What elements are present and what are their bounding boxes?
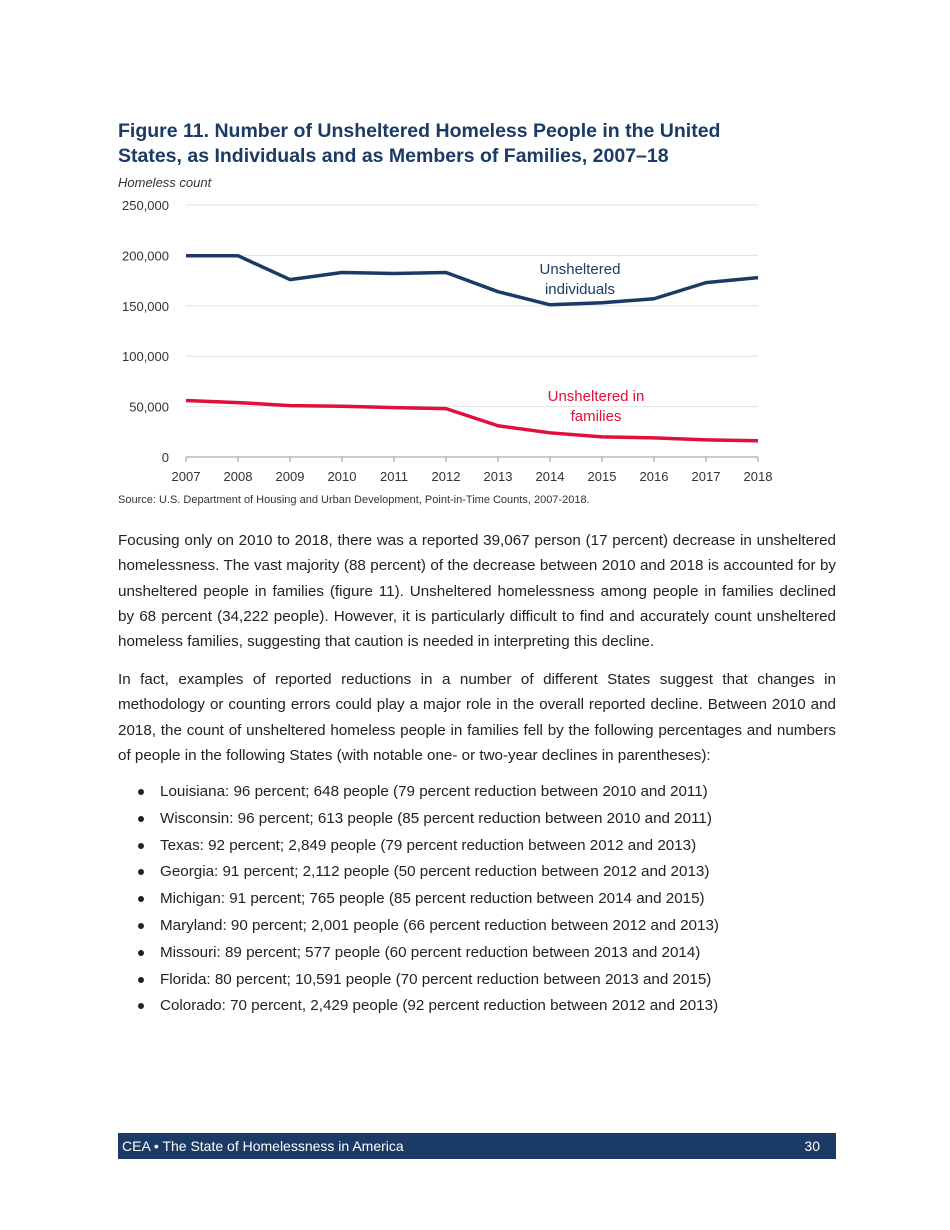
y-tick-label: 0	[162, 450, 169, 465]
list-item: Texas: 92 percent; 2,849 people (79 perc…	[118, 833, 836, 858]
page-footer: CEA • The State of Homelessness in Ameri…	[118, 1133, 836, 1159]
y-tick-label: 50,000	[129, 400, 169, 415]
bullet-icon	[138, 922, 144, 929]
bullet-icon	[138, 949, 144, 956]
list-item-text: Texas: 92 percent; 2,849 people (79 perc…	[160, 836, 697, 854]
bullet-icon	[138, 896, 144, 903]
line-chart: 0 50,000 100,000 150,000 200,000 250,000 2007 2…	[122, 198, 773, 484]
bullet-icon	[138, 1003, 144, 1010]
list-item: Missouri: 89 percent; 577 people (60 per…	[118, 940, 836, 965]
series-label: families	[571, 408, 622, 425]
x-tick-label: 2014	[536, 469, 565, 484]
x-tick-label: 2015	[588, 469, 617, 484]
y-tick-label: 200,000	[122, 248, 169, 263]
page-number: 30	[804, 1138, 820, 1154]
series-label: individuals	[545, 281, 615, 298]
paragraph-2: In fact, examples of reported reductions…	[118, 671, 836, 764]
list-item-text: Wisconsin: 96 percent; 613 people (85 pe…	[160, 809, 712, 827]
list-item: Florida: 80 percent; 10,591 people (70 p…	[118, 967, 836, 992]
list-item: Michigan: 91 percent; 765 people (85 per…	[118, 886, 836, 911]
state-declines-list: Louisiana: 96 percent; 648 people (79 pe…	[118, 779, 836, 1020]
list-item: Georgia: 91 percent; 2,112 people (50 pe…	[118, 859, 836, 884]
x-tick-label: 2008	[224, 469, 253, 484]
x-tick-label: 2009	[276, 469, 305, 484]
paragraph-1: Focusing only on 2010 to 2018, there was…	[118, 532, 836, 651]
series-line-individuals	[186, 253, 759, 307]
list-item-text: Colorado: 70 percent, 2,429 people (92 p…	[160, 997, 719, 1015]
x-tick-label: 2007	[172, 469, 201, 484]
series-line-families	[185, 398, 759, 443]
x-tick-label: 2010	[328, 469, 357, 484]
list-item: Colorado: 70 percent, 2,429 people (92 p…	[118, 993, 836, 1018]
list-item-text: Michigan: 91 percent; 765 people (85 per…	[160, 890, 705, 908]
series-label: Unsheltered	[540, 261, 621, 278]
list-item-text: Florida: 80 percent; 10,591 people (70 p…	[160, 970, 712, 988]
x-tick-label: 2011	[380, 469, 408, 484]
list-item-text: Maryland: 90 percent; 2,001 people (66 p…	[160, 916, 719, 934]
x-tick-label: 2013	[484, 469, 513, 484]
bullet-icon	[138, 789, 144, 795]
list-item-text: Louisiana: 96 percent; 648 people (79 pe…	[160, 783, 708, 800]
y-axis-label: Homeless count	[118, 175, 212, 190]
list-item: Maryland: 90 percent; 2,001 people (66 p…	[118, 913, 836, 938]
x-tick-label: 2012	[432, 469, 461, 484]
x-tick-label: 2017	[692, 469, 721, 484]
figure-title: Figure 11. Number of Unsheltered Homeles…	[118, 120, 721, 167]
bullet-icon	[138, 869, 144, 876]
x-tick-label: 2016	[640, 469, 669, 484]
figure-source: Source: U.S. Department of Housing and U…	[118, 494, 590, 506]
list-item-text: Georgia: 91 percent; 2,112 people (50 pe…	[160, 863, 710, 881]
series-label: Unsheltered in	[548, 388, 645, 405]
list-item: Wisconsin: 96 percent; 613 people (85 pe…	[118, 806, 836, 831]
bullet-icon	[138, 976, 144, 983]
footer-title: CEA • The State of Homelessness in Ameri…	[122, 1138, 404, 1154]
x-tick-label: 2018	[744, 469, 773, 484]
y-tick-label: 250,000	[122, 198, 169, 213]
list-item: Louisiana: 96 percent; 648 people (79 pe…	[118, 779, 836, 804]
y-tick-label: 150,000	[122, 299, 169, 314]
bullet-icon	[138, 842, 144, 849]
bullet-icon	[138, 815, 144, 822]
list-item-text: Missouri: 89 percent; 577 people (60 per…	[160, 943, 701, 961]
y-tick-label: 100,000	[122, 349, 169, 364]
